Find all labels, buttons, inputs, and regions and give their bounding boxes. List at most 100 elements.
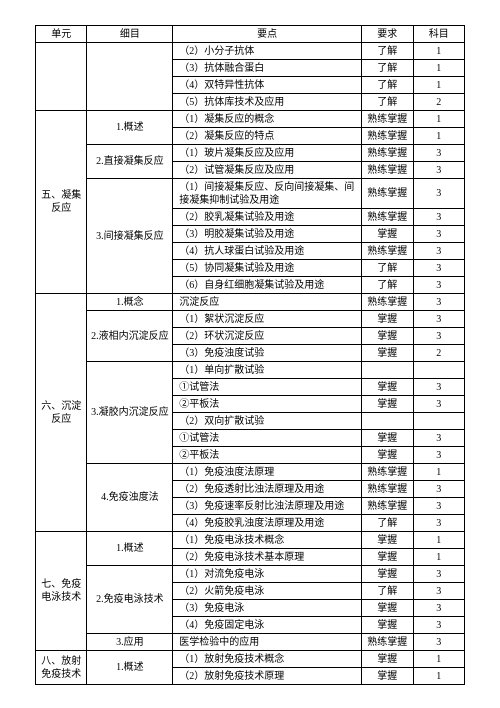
- req-cell: 了解: [362, 60, 413, 77]
- req-cell: 掌握: [362, 379, 413, 396]
- point-cell: （2）凝集反应的特点: [173, 128, 362, 145]
- subj-cell: 1: [413, 532, 465, 549]
- subj-cell: 3: [413, 145, 465, 162]
- subj-cell: 1: [413, 549, 465, 566]
- point-cell: （4）免疫胶乳浊度法原理及用途: [173, 515, 362, 532]
- subj-cell: 3: [413, 515, 465, 532]
- subj-cell: [413, 413, 465, 430]
- subj-cell: [413, 362, 465, 379]
- subj-cell: 3: [413, 634, 465, 651]
- header-cell: 单元: [36, 26, 87, 43]
- req-cell: 了解: [362, 583, 413, 600]
- sub-cell: 1.概述: [87, 532, 173, 566]
- unit-cell: 七、免疫电泳技术: [36, 532, 87, 651]
- req-cell: 熟练掌握: [362, 243, 413, 260]
- req-cell: 掌握: [362, 311, 413, 328]
- sub-cell: 2.液相内沉淀反应: [87, 311, 173, 362]
- subj-cell: 3: [413, 498, 465, 515]
- req-cell: 掌握: [362, 532, 413, 549]
- point-cell: （6）自身红细胞凝集试验及用途: [173, 277, 362, 294]
- req-cell: [362, 362, 413, 379]
- point-cell: （1）免疫电泳技术概念: [173, 532, 362, 549]
- header-cell: 科目: [413, 26, 465, 43]
- req-cell: [362, 413, 413, 430]
- point-cell: （2）试管凝集反应及应用: [173, 162, 362, 179]
- point-cell: （1）免疫浊度法原理: [173, 464, 362, 481]
- subj-cell: 3: [413, 260, 465, 277]
- point-cell: （2）火箭免疫电泳: [173, 583, 362, 600]
- req-cell: 熟练掌握: [362, 464, 413, 481]
- subj-cell: 3: [413, 226, 465, 243]
- point-cell: （2）胶乳凝集试验及用途: [173, 209, 362, 226]
- point-cell: （2）免疫透射比浊法原理及用途: [173, 481, 362, 498]
- subj-cell: 3: [413, 396, 465, 413]
- sub-cell: 4.免疫浊度法: [87, 464, 173, 532]
- req-cell: 熟练掌握: [362, 294, 413, 311]
- subj-cell: 3: [413, 294, 465, 311]
- req-cell: 掌握: [362, 600, 413, 617]
- sub-cell: 1.概念: [87, 294, 173, 311]
- point-cell: （4）免疫固定电泳: [173, 617, 362, 634]
- req-cell: 掌握: [362, 328, 413, 345]
- subj-cell: 3: [413, 277, 465, 294]
- subj-cell: 1: [413, 77, 465, 94]
- subj-cell: 2: [413, 345, 465, 362]
- point-cell: （5）抗体库技术及应用: [173, 94, 362, 111]
- sub-cell: 1.概述: [87, 651, 173, 685]
- header-cell: 要求: [362, 26, 413, 43]
- subj-cell: 3: [413, 481, 465, 498]
- req-cell: 了解: [362, 515, 413, 532]
- sub-cell: [87, 43, 173, 111]
- point-cell: （1）凝集反应的概念: [173, 111, 362, 128]
- point-cell: （3）免疫电泳: [173, 600, 362, 617]
- req-cell: 熟练掌握: [362, 128, 413, 145]
- subj-cell: 3: [413, 328, 465, 345]
- point-cell: （1）玻片凝集反应及应用: [173, 145, 362, 162]
- subj-cell: 1: [413, 43, 465, 60]
- subj-cell: 3: [413, 162, 465, 179]
- header-cell: 细目: [87, 26, 173, 43]
- req-cell: 了解: [362, 260, 413, 277]
- req-cell: 熟练掌握: [362, 634, 413, 651]
- subj-cell: 3: [413, 447, 465, 464]
- req-cell: 熟练掌握: [362, 481, 413, 498]
- req-cell: 掌握: [362, 226, 413, 243]
- point-cell: （2）免疫电泳技术基本原理: [173, 549, 362, 566]
- req-cell: 掌握: [362, 549, 413, 566]
- req-cell: 掌握: [362, 651, 413, 668]
- req-cell: 掌握: [362, 617, 413, 634]
- point-cell: （1）放射免疫技术概念: [173, 651, 362, 668]
- point-cell: 沉淀反应: [173, 294, 362, 311]
- point-cell: （2）小分子抗体: [173, 43, 362, 60]
- sub-cell: 3.间接凝集反应: [87, 179, 173, 294]
- point-cell: （4）抗人球蛋白试验及用途: [173, 243, 362, 260]
- unit-cell: 八、放射免疫技术: [36, 651, 87, 685]
- unit-cell: [36, 43, 87, 111]
- sub-cell: 3.凝胶内沉淀反应: [87, 362, 173, 464]
- req-cell: 了解: [362, 277, 413, 294]
- point-cell: 医学检验中的应用: [173, 634, 362, 651]
- point-cell: （3）抗体融合蛋白: [173, 60, 362, 77]
- req-cell: 熟练掌握: [362, 145, 413, 162]
- point-cell: ①试管法: [173, 430, 362, 447]
- sub-cell: 3.应用: [87, 634, 173, 651]
- subj-cell: 2: [413, 94, 465, 111]
- point-cell: ②平板法: [173, 396, 362, 413]
- sub-cell: 2.免疫电泳技术: [87, 566, 173, 634]
- req-cell: 熟练掌握: [362, 162, 413, 179]
- req-cell: 掌握: [362, 566, 413, 583]
- point-cell: （1）单向扩散试验: [173, 362, 362, 379]
- req-cell: 了解: [362, 43, 413, 60]
- req-cell: 了解: [362, 94, 413, 111]
- subj-cell: 1: [413, 60, 465, 77]
- req-cell: 熟练掌握: [362, 498, 413, 515]
- subj-cell: 3: [413, 179, 465, 209]
- subj-cell: 3: [413, 430, 465, 447]
- subj-cell: 1: [413, 464, 465, 481]
- subj-cell: 3: [413, 617, 465, 634]
- req-cell: 了解: [362, 77, 413, 94]
- point-cell: （2）放射免疫技术原理: [173, 668, 362, 685]
- point-cell: （3）明胶凝集试验及用途: [173, 226, 362, 243]
- point-cell: （2）双向扩散试验: [173, 413, 362, 430]
- point-cell: （3）免疫速率反射比浊法原理及用途: [173, 498, 362, 515]
